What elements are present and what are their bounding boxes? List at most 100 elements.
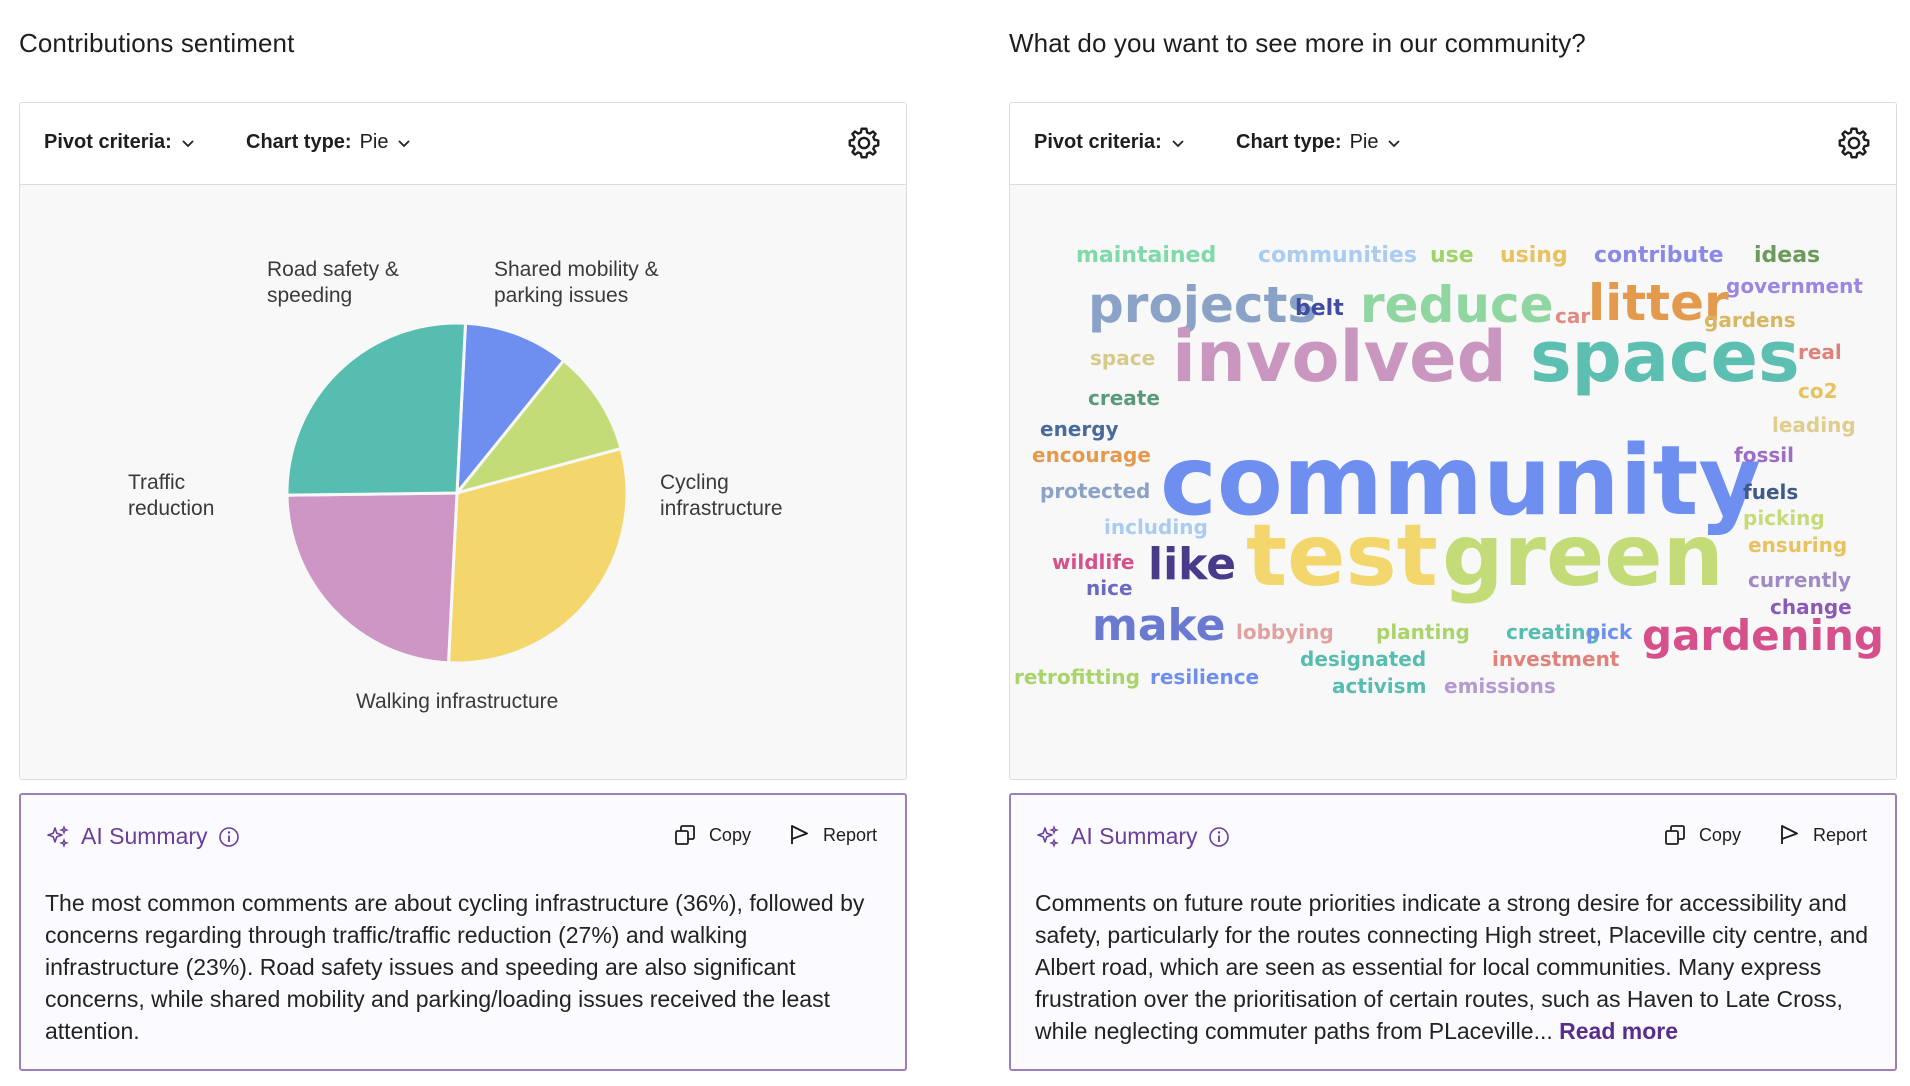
pivot-criteria-label: Pivot criteria:	[1034, 131, 1162, 153]
gear-icon[interactable]	[846, 125, 882, 161]
word-cloud-term[interactable]: community	[1160, 425, 1761, 537]
ai-summary-header: AI Summary	[45, 823, 240, 850]
word-cloud-term[interactable]: space	[1090, 346, 1156, 370]
word-cloud-term[interactable]: pick	[1586, 620, 1633, 644]
word-cloud-term[interactable]: spaces	[1530, 316, 1800, 398]
word-cloud-term[interactable]: create	[1088, 386, 1160, 410]
report-label: Report	[822, 824, 877, 845]
pie-slice[interactable]	[455, 321, 566, 498]
word-cloud-term[interactable]: retrofitting	[1014, 665, 1140, 689]
pivot-criteria-dropdown[interactable]: Pivot criteria:	[1034, 131, 1186, 154]
pie-chart-area: Road safety & speeding Shared mobility & pa…	[20, 185, 906, 779]
word-cloud-term[interactable]: ensuring	[1748, 533, 1848, 557]
summary-actions: Copy Report	[1663, 823, 1867, 847]
word-cloud-term[interactable]: gardens	[1704, 308, 1796, 332]
word-cloud-term[interactable]: including	[1104, 515, 1208, 539]
word-cloud-term[interactable]: involved	[1172, 316, 1507, 398]
word-cloud-term[interactable]: nice	[1086, 576, 1133, 600]
pie-slice[interactable]	[285, 321, 468, 497]
word-cloud-term[interactable]: emissions	[1444, 674, 1556, 698]
pie-label-line: speeding	[267, 284, 353, 307]
pie-slice[interactable]	[446, 446, 629, 665]
word-cloud-term[interactable]: change	[1770, 595, 1852, 619]
pie-label-line: infrastructure	[660, 497, 783, 520]
pie-slice[interactable]	[452, 358, 623, 496]
word-cloud-term[interactable]: resilience	[1150, 665, 1260, 689]
word-cloud-term[interactable]: protected	[1040, 479, 1151, 503]
ai-summary-text: The most common comments are about cycli…	[45, 890, 865, 1044]
word-cloud-term[interactable]: designated	[1300, 647, 1427, 671]
copy-button[interactable]: Copy	[1663, 823, 1741, 847]
word-cloud-term[interactable]: leading	[1772, 413, 1856, 437]
chart-type-value: Pie	[359, 131, 389, 153]
info-icon[interactable]	[1208, 826, 1230, 848]
chart-type-dropdown[interactable]: Chart type: Pie	[1236, 131, 1402, 154]
word-cloud-term[interactable]: fossil	[1734, 443, 1794, 467]
pie-slice-label: Traffic reduction	[128, 470, 214, 522]
info-icon[interactable]	[218, 826, 240, 848]
word-cloud: maintained communities use using contribute i…	[1010, 185, 1896, 779]
word-cloud-term[interactable]: lobbying	[1236, 620, 1334, 644]
word-cloud-term[interactable]: planting	[1376, 620, 1470, 644]
word-cloud-term[interactable]: ideas	[1754, 243, 1821, 268]
chevron-down-icon	[1388, 139, 1401, 147]
report-button[interactable]: Report	[787, 823, 877, 847]
pivot-criteria-dropdown[interactable]: Pivot criteria:	[44, 131, 196, 154]
word-cloud-term[interactable]: test	[1246, 506, 1438, 606]
word-cloud-term[interactable]: wildlife	[1052, 550, 1135, 574]
word-cloud-term[interactable]: gardening	[1642, 611, 1884, 660]
copy-button[interactable]: Copy	[673, 823, 751, 847]
word-cloud-term[interactable]: car	[1555, 304, 1591, 328]
sentiment-panel: Contributions sentiment Pivot criteria: …	[19, 0, 909, 1086]
word-cloud-term[interactable]: green	[1442, 506, 1724, 606]
ai-summary-body: Comments on future route priorities indi…	[1035, 890, 1869, 1044]
report-button[interactable]: Report	[1777, 823, 1867, 847]
pie-slice-label: Shared mobility & parking issues	[494, 257, 659, 309]
sparkle-icon	[1037, 824, 1059, 848]
chart-card: Pivot criteria: Chart type: Pie Road saf…	[19, 102, 907, 780]
pie-label-line: Cycling	[660, 471, 729, 494]
chevron-down-icon	[182, 139, 194, 147]
word-cloud-term[interactable]: government	[1726, 274, 1863, 298]
word-cloud-term[interactable]: projects	[1088, 276, 1318, 334]
word-cloud-term[interactable]: fuels	[1743, 480, 1799, 504]
word-cloud-term[interactable]: maintained	[1076, 243, 1217, 268]
chart-card: Pivot criteria: Chart type: Pie maintain…	[1009, 102, 1897, 780]
gear-icon[interactable]	[1836, 125, 1872, 161]
pie-label-line: Road safety &	[267, 258, 399, 281]
ai-summary-card: AI Summary Copy Report	[1009, 793, 1897, 1071]
word-cloud-term[interactable]: currently	[1748, 568, 1852, 592]
word-cloud-term[interactable]: litter	[1588, 274, 1729, 332]
pie-slice-label: Cycling infrastructure	[660, 470, 783, 522]
chevron-down-icon	[1172, 139, 1184, 147]
word-cloud-term[interactable]: make	[1092, 600, 1226, 651]
sparkle-icon	[47, 824, 69, 848]
word-cloud-term[interactable]: creating	[1506, 620, 1600, 644]
word-cloud-term[interactable]: using	[1500, 243, 1568, 268]
pie-label-line: Shared mobility &	[494, 258, 659, 281]
word-cloud-term[interactable]: belt	[1295, 296, 1344, 321]
copy-label: Copy	[1698, 824, 1741, 845]
copy-label: Copy	[708, 824, 751, 845]
word-cloud-term[interactable]: investment	[1492, 647, 1620, 671]
word-cloud-term[interactable]: co2	[1798, 379, 1838, 403]
pie-slice-label: Walking infrastructure	[356, 689, 558, 715]
ai-summary-text: Comments on future route priorities indi…	[1035, 887, 1875, 1047]
read-more-link[interactable]: Read more	[1559, 1018, 1679, 1044]
word-cloud-term[interactable]: energy	[1040, 417, 1119, 441]
word-cloud-term[interactable]: like	[1148, 539, 1237, 590]
pie-label-line: parking issues	[494, 284, 629, 307]
word-cloud-term[interactable]: real	[1798, 340, 1842, 364]
word-cloud-term[interactable]: contribute	[1594, 243, 1724, 268]
word-cloud-term[interactable]: reduce	[1360, 276, 1554, 334]
word-cloud-term[interactable]: use	[1430, 243, 1474, 268]
section-title: What do you want to see more in our comm…	[1009, 28, 1586, 58]
word-cloud-term[interactable]: activism	[1332, 674, 1427, 698]
report-label: Report	[1812, 824, 1867, 845]
chart-type-dropdown[interactable]: Chart type: Pie	[246, 131, 412, 154]
pie-label-line: Walking infrastructure	[356, 690, 559, 713]
word-cloud-term[interactable]: picking	[1743, 506, 1825, 530]
word-cloud-term[interactable]: encourage	[1032, 443, 1151, 467]
pie-slice[interactable]	[285, 491, 459, 665]
word-cloud-term[interactable]: communities	[1258, 243, 1417, 268]
